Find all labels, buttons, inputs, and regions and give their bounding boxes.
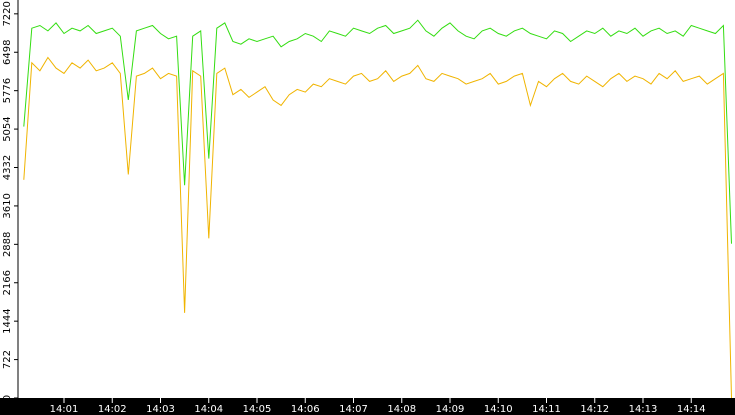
- x-tick-label: 14:08: [387, 404, 416, 415]
- y-tick-label: 7220: [2, 1, 13, 26]
- x-tick-label: 14:06: [291, 404, 320, 415]
- y-tick-label: 6498: [2, 40, 13, 65]
- y-tick-label: 722: [2, 350, 13, 369]
- x-tick-label: 14:12: [580, 404, 609, 415]
- y-tick-label: 4332: [2, 155, 13, 180]
- x-tick-label: 14:04: [194, 404, 223, 415]
- x-tick-label: 14:10: [484, 404, 513, 415]
- x-tick-label: 14:02: [98, 404, 127, 415]
- y-tick-label: 2166: [2, 270, 13, 295]
- x-axis-bar: [0, 398, 735, 415]
- x-tick-label: 14:05: [243, 404, 272, 415]
- series-line: [23, 56, 732, 399]
- y-tick-label: 5054: [2, 116, 13, 141]
- series-line: [23, 19, 732, 244]
- x-tick-label: 14:09: [436, 404, 465, 415]
- y-tick-label: 0: [2, 395, 13, 401]
- y-tick-label: 5776: [2, 78, 13, 103]
- x-tick-label: 14:01: [50, 404, 79, 415]
- y-tick-label: 1444: [2, 308, 13, 333]
- y-tick-label: 2888: [2, 232, 13, 257]
- y-tick-label: 3610: [2, 193, 13, 218]
- x-tick-label: 14:14: [677, 404, 706, 415]
- x-tick-label: 14:13: [629, 404, 658, 415]
- x-tick-label: 14:11: [532, 404, 561, 415]
- x-tick-label: 14:03: [146, 404, 175, 415]
- x-tick-label: 14:07: [339, 404, 368, 415]
